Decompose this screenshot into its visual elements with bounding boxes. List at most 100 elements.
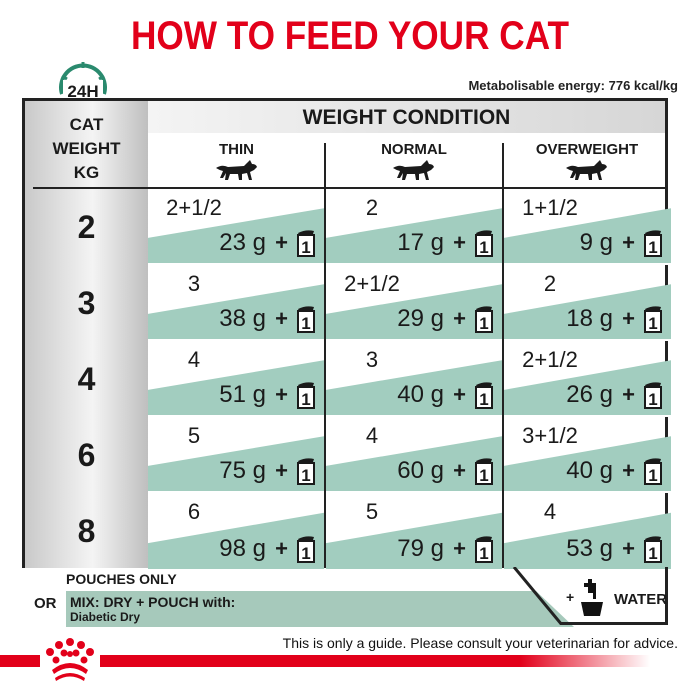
pouch-icon: 1 bbox=[297, 458, 315, 485]
pouch-icon: 1 bbox=[644, 458, 662, 485]
table-cell: 3 40 g +1 bbox=[326, 341, 502, 417]
weight-kg: 8 bbox=[77, 513, 96, 549]
pouch-icon: 1 bbox=[644, 230, 662, 257]
dry-grams: 26 g bbox=[566, 381, 613, 408]
table-cell: 4 51 g +1 bbox=[148, 341, 324, 417]
pouch-portion: 1+1/2 bbox=[522, 195, 578, 220]
pouch-icon: 1 bbox=[644, 306, 662, 333]
pouch-icon: 1 bbox=[475, 536, 493, 563]
weight-kg: 2 bbox=[77, 209, 96, 245]
plus-sign: + bbox=[622, 536, 635, 561]
pouch-portion: 4 bbox=[543, 499, 557, 524]
pouch-portion: 3 bbox=[365, 347, 379, 372]
pouch-count: 1 bbox=[301, 238, 310, 257]
table-cell: 2+1/2 26 g +1 bbox=[504, 341, 671, 417]
pouch-portion: 6 bbox=[187, 499, 201, 524]
dry-grams: 38 g bbox=[219, 305, 266, 332]
pouch-count: 1 bbox=[648, 314, 657, 333]
header-band bbox=[148, 101, 665, 133]
dry-grams: 23 g bbox=[219, 229, 266, 256]
dry-grams: 79 g bbox=[397, 535, 444, 562]
plus-sign: + bbox=[275, 306, 288, 331]
brand-red-bar bbox=[0, 655, 650, 667]
pouch-count: 1 bbox=[479, 238, 488, 257]
column-header: THIN bbox=[148, 133, 325, 187]
pouch-portion: 2+1/2 bbox=[166, 195, 222, 220]
column-label: OVERWEIGHT bbox=[535, 141, 639, 158]
plus-sign: + bbox=[275, 382, 288, 407]
clock-label: 24H bbox=[67, 82, 98, 101]
pouch-count: 1 bbox=[648, 466, 657, 485]
weight-condition-heading: WEIGHT CONDITION bbox=[302, 106, 511, 129]
plus-sign: + bbox=[453, 230, 466, 255]
water-box bbox=[512, 567, 668, 625]
pouch-icon: 1 bbox=[475, 458, 493, 485]
cat-weight-heading: CAT WEIGHT KG bbox=[25, 113, 148, 185]
plus-sign: + bbox=[453, 306, 466, 331]
pouch-portion: 4 bbox=[365, 423, 379, 448]
plus-sign: + bbox=[453, 536, 466, 561]
metabolisable-energy: Metabolisable energy: 776 kcal/kg bbox=[468, 78, 678, 93]
dry-grams: 40 g bbox=[397, 381, 444, 408]
disclaimer: This is only a guide. Please consult you… bbox=[282, 635, 678, 651]
or-label: OR bbox=[34, 595, 57, 612]
plus-sign: + bbox=[275, 458, 288, 483]
plus-sign: + bbox=[622, 382, 635, 407]
table-cell: 2+1/2 23 g +1 bbox=[148, 189, 324, 265]
clock-24h-icon: 24H bbox=[59, 62, 107, 101]
dry-grams: 18 g bbox=[566, 305, 613, 332]
cat-silhouette-icon bbox=[566, 160, 607, 180]
plus-sign: + bbox=[453, 458, 466, 483]
divider bbox=[512, 567, 564, 625]
divider bbox=[33, 187, 665, 189]
mix-product: Diabetic Dry bbox=[70, 610, 141, 624]
pouch-portion: 2 bbox=[543, 271, 557, 296]
pouch-count: 1 bbox=[301, 314, 310, 333]
pouch-portion: 4 bbox=[187, 347, 201, 372]
plus-sign: + bbox=[622, 230, 635, 255]
pouch-portion: 2+1/2 bbox=[344, 271, 400, 296]
column-header: OVERWEIGHT bbox=[503, 133, 671, 187]
pouch-icon: 1 bbox=[297, 536, 315, 563]
pouch-count: 1 bbox=[648, 238, 657, 257]
plus-sign: + bbox=[275, 536, 288, 561]
pouch-portion: 5 bbox=[365, 499, 379, 524]
plus-sign: + bbox=[275, 230, 288, 255]
table-cell: 3 38 g +1 bbox=[148, 265, 324, 341]
water-label: WATER bbox=[614, 591, 668, 608]
footer-panel: POUCHES ONLY OR MIX: DRY + POUCH with: D… bbox=[22, 567, 668, 627]
weight-kg: 6 bbox=[77, 437, 96, 473]
dry-grams: 40 g bbox=[566, 457, 613, 484]
cat-silhouette-icon bbox=[393, 160, 434, 180]
pouch-count: 1 bbox=[479, 544, 488, 563]
pouch-icon: 1 bbox=[475, 306, 493, 333]
weight-column bbox=[25, 101, 148, 568]
table-cell: 2 18 g +1 bbox=[504, 265, 671, 341]
weight-kg: 4 bbox=[77, 361, 96, 397]
table-cell: 5 75 g +1 bbox=[148, 417, 324, 493]
pouch-icon: 1 bbox=[475, 382, 493, 409]
pouch-icon: 1 bbox=[644, 536, 662, 563]
column-label: NORMAL bbox=[381, 141, 447, 158]
divider bbox=[324, 143, 326, 568]
pouch-count: 1 bbox=[479, 466, 488, 485]
pouch-icon: 1 bbox=[475, 230, 493, 257]
column-label: THIN bbox=[219, 141, 254, 158]
table-cell: 6 98 g +1 bbox=[148, 493, 324, 569]
water-plus: + bbox=[566, 589, 575, 605]
table-cell: 3+1/2 40 g +1 bbox=[504, 417, 671, 493]
pouches-only-label: POUCHES ONLY bbox=[66, 571, 177, 587]
pouch-count: 1 bbox=[479, 314, 488, 333]
table-cell: 4 53 g +1 bbox=[504, 493, 671, 569]
dry-grams: 51 g bbox=[219, 381, 266, 408]
feeding-table: WEIGHT CONDITION CAT WEIGHT KG THIN NORMA… bbox=[22, 98, 671, 569]
pouch-count: 1 bbox=[301, 390, 310, 409]
divider bbox=[502, 143, 504, 568]
pouch-portion: 5 bbox=[187, 423, 201, 448]
pouch-count: 1 bbox=[648, 544, 657, 563]
pouch-icon: 1 bbox=[297, 382, 315, 409]
dry-grams: 29 g bbox=[397, 305, 444, 332]
pouch-icon: 1 bbox=[644, 382, 662, 409]
pouch-icon: 1 bbox=[297, 230, 315, 257]
pouch-icon: 1 bbox=[297, 306, 315, 333]
